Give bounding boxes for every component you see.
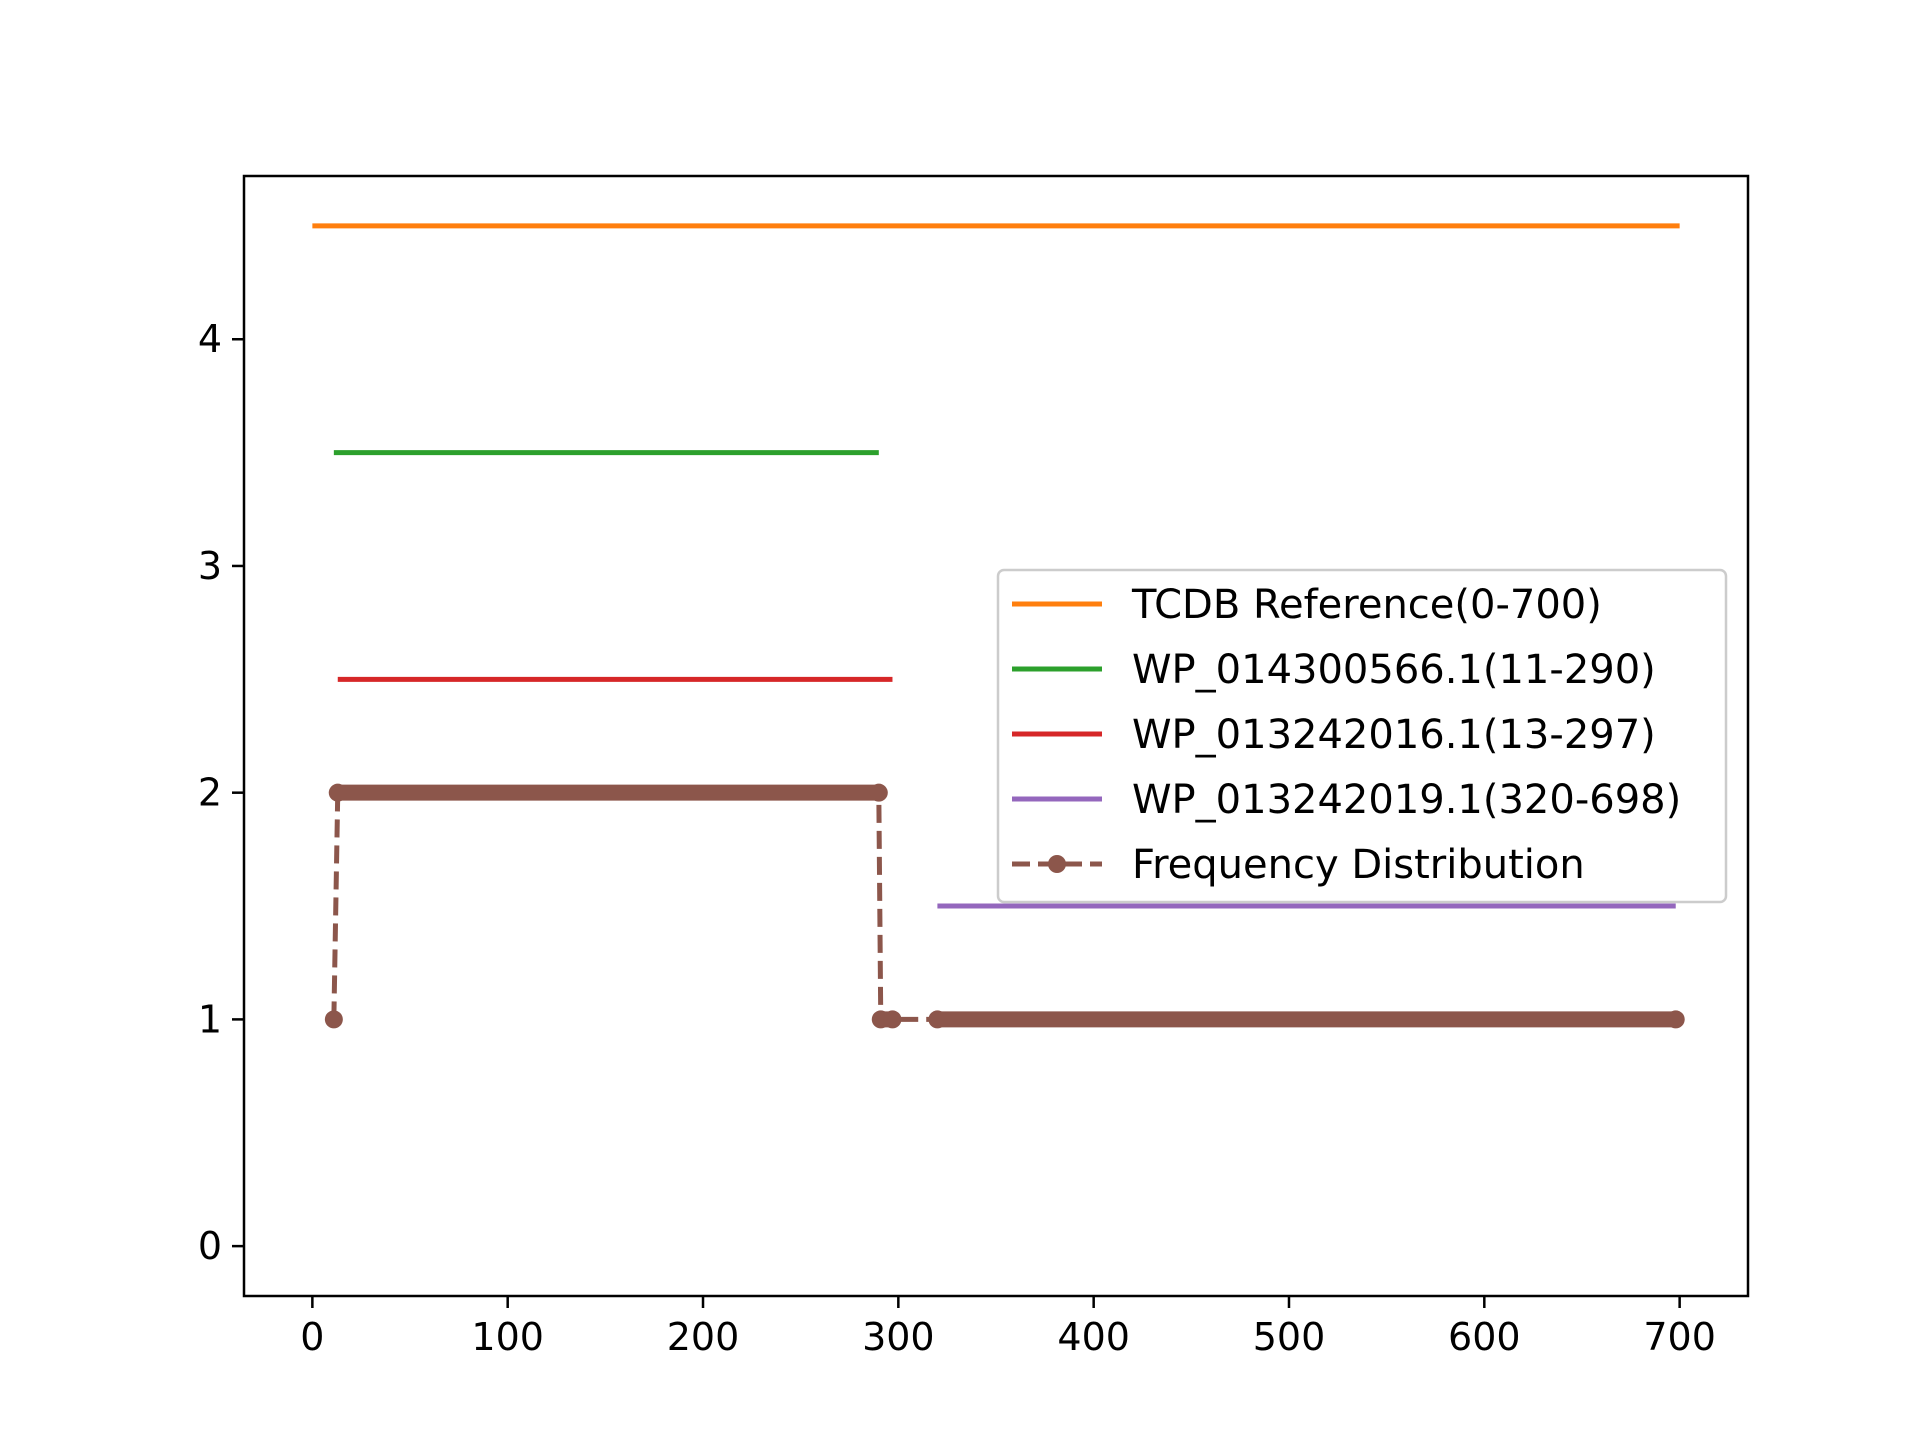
x-tick-label-4: 400 — [1057, 1315, 1130, 1359]
x-tick-label-5: 500 — [1253, 1315, 1326, 1359]
x-tick-label-3: 300 — [862, 1315, 935, 1359]
series-4-point-0 — [324, 1010, 343, 1029]
series-4-point-1 — [328, 783, 347, 802]
series-4 — [324, 783, 1685, 1029]
y-tick-label-1: 1 — [198, 997, 222, 1041]
legend-marker-4 — [1048, 855, 1066, 873]
legend-label-3: WP_013242019.1(320-698) — [1132, 777, 1681, 823]
x-axis: 0 100 200 300 400 500 600 700 — [300, 1296, 1716, 1359]
legend-label-2: WP_013242016.1(13-297) — [1132, 712, 1656, 758]
series-4-point-4 — [883, 1010, 902, 1029]
legend-label-4: Frequency Distribution — [1132, 842, 1585, 888]
y-tick-label-3: 3 — [198, 544, 222, 588]
x-tick-label-6: 600 — [1448, 1315, 1521, 1359]
y-axis: 0 1 2 3 4 — [198, 317, 244, 1268]
legend-label-1: WP_014300566.1(11-290) — [1132, 647, 1656, 693]
x-tick-label-1: 100 — [471, 1315, 544, 1359]
series-4-point-5 — [928, 1010, 947, 1029]
y-tick-label-0: 0 — [198, 1224, 222, 1268]
y-tick-label-4: 4 — [198, 317, 222, 361]
legend-label-0: TCDB Reference(0-700) — [1131, 582, 1602, 628]
legend-box — [996, 568, 1728, 904]
x-tick-label-0: 0 — [300, 1315, 324, 1359]
legend: TCDB Reference(0-700) WP_014300566.1(11-2… — [996, 568, 1728, 904]
series-4-point-2 — [869, 783, 888, 802]
x-tick-label-7: 700 — [1643, 1315, 1716, 1359]
plot-frame — [242, 174, 1750, 1298]
series-4-point-6 — [1666, 1010, 1685, 1029]
series-layer — [312, 223, 1685, 1029]
x-tick-label-2: 200 — [667, 1315, 740, 1359]
y-tick-label-2: 2 — [198, 771, 222, 815]
